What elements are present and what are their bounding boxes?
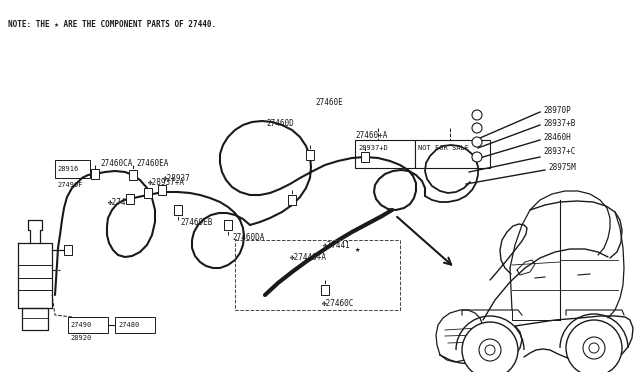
Text: 27480: 27480 [118,322,140,328]
Bar [306,150,314,160]
Text: 27460CA: 27460CA [100,158,132,167]
Bar [355,140,415,168]
Text: 28937+B: 28937+B [543,119,575,128]
Bar [126,194,134,204]
Text: 27460EB: 27460EB [180,218,212,227]
Circle shape [472,123,482,133]
Circle shape [479,339,501,361]
Text: 27460E: 27460E [315,97,343,106]
Bar [129,170,137,180]
Bar [115,317,155,333]
Circle shape [485,345,495,355]
Text: 28975M: 28975M [548,163,576,171]
Text: ★: ★ [355,246,360,254]
Circle shape [566,320,622,372]
Text: 28916: 28916 [57,166,78,172]
Text: 27490F: 27490F [57,182,83,188]
Text: 27460EA: 27460EA [136,158,168,167]
Text: ✤27441: ✤27441 [323,241,351,250]
Bar [174,205,182,215]
Text: 28937+C: 28937+C [543,147,575,155]
Bar [288,195,296,205]
Text: 27460+A: 27460+A [355,131,387,140]
Text: 27490: 27490 [70,322,92,328]
Text: ✤27460: ✤27460 [108,198,136,206]
Text: ✤27440+A: ✤27440+A [290,253,327,263]
Bar [144,188,152,198]
Text: 28937+D: 28937+D [358,145,388,151]
Bar [55,160,90,178]
Bar [321,285,329,295]
Circle shape [472,152,482,162]
Bar [415,140,490,168]
Bar [64,245,72,255]
Bar [158,185,166,195]
Text: ✤28937: ✤28937 [163,173,191,183]
Bar [91,169,99,179]
Text: ✤28937+A: ✤28937+A [148,177,185,186]
Circle shape [472,110,482,120]
Circle shape [583,337,605,359]
Text: ✤27460C: ✤27460C [322,298,355,308]
Text: NOT FOR SALE: NOT FOR SALE [418,145,469,151]
Circle shape [462,322,518,372]
Text: 28970P: 28970P [543,106,571,115]
Text: J28900FZ: J28900FZ [580,351,620,360]
Circle shape [472,137,482,147]
Text: 27460DA: 27460DA [232,232,264,241]
Bar [224,220,232,230]
Text: 28920: 28920 [70,335,92,341]
Circle shape [589,343,599,353]
Text: NOTE: THE ★ ARE THE COMPONENT PARTS OF 27440.: NOTE: THE ★ ARE THE COMPONENT PARTS OF 2… [8,20,216,29]
Bar [361,152,369,162]
Bar [68,317,108,333]
Text: 28460H: 28460H [543,132,571,141]
Text: 27460D: 27460D [266,119,294,128]
